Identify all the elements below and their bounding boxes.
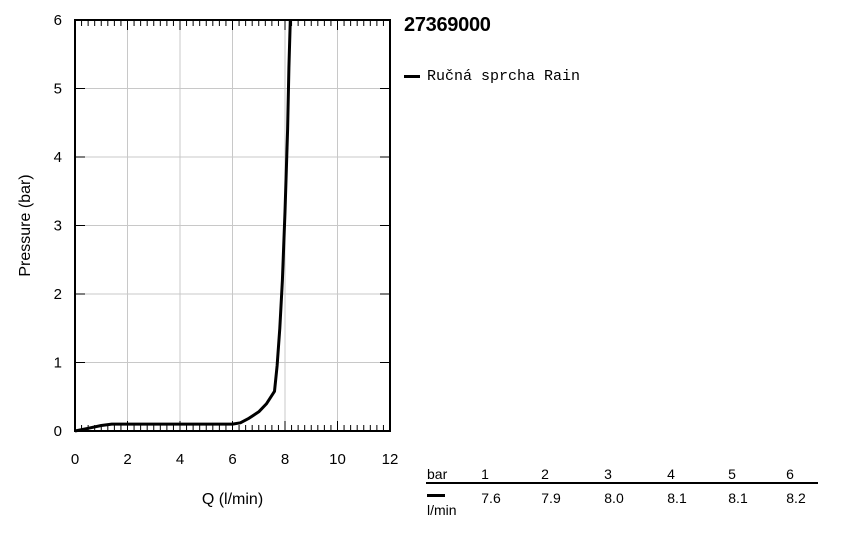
x-tick-label: 0 xyxy=(71,451,79,468)
chart-legend: Ručná sprcha Rain xyxy=(404,66,580,86)
flow-table-pressure-cell: 3 xyxy=(604,466,612,482)
chart-grid xyxy=(74,19,391,432)
flow-table-pressure-unit: bar xyxy=(427,466,448,482)
plot-frame xyxy=(74,19,391,432)
x-tick-label: 12 xyxy=(382,451,399,468)
flow-table-flow-cell: 7.6 xyxy=(481,490,501,506)
series-layer xyxy=(74,19,292,433)
y-tick-label: 2 xyxy=(54,286,62,303)
series-line xyxy=(74,19,292,433)
flow-table-pressure-cell: 4 xyxy=(667,466,675,482)
y-tick-label: 5 xyxy=(54,81,62,98)
y-tick-label: 0 xyxy=(54,423,62,440)
flow-rate-table: bar l/min 1 2 3 4 5 6 7.6 7.9 8.0 8.1 8.1 8.2 xyxy=(426,462,818,522)
y-tick-label: 1 xyxy=(54,355,62,372)
flow-table-pressure-cell: 5 xyxy=(728,466,736,482)
flow-table-flow-unit: l/min xyxy=(427,502,457,518)
x-tick-label: 8 xyxy=(281,451,289,468)
x-tick-label: 4 xyxy=(176,451,184,468)
flow-table-flow-cell: 8.1 xyxy=(667,490,687,506)
x-tick-label: 2 xyxy=(123,451,131,468)
y-axis-title: Pressure (bar) xyxy=(17,174,34,276)
legend-label: Ručná sprcha Rain xyxy=(427,67,581,85)
flow-table-flow-cell: 8.2 xyxy=(786,490,806,506)
flow-table-flow-cell: 7.9 xyxy=(541,490,561,506)
flow-table-flow-cell: 8.1 xyxy=(728,490,748,506)
x-tick-label: 10 xyxy=(329,451,346,468)
flow-table-flow-cell: 8.0 xyxy=(604,490,624,506)
flow-table-pressure-cell: 1 xyxy=(481,466,489,482)
flow-table-pressure-cell: 2 xyxy=(541,466,549,482)
legend-swatch xyxy=(404,74,420,78)
y-tick-label: 3 xyxy=(54,218,62,235)
flow-table-pressure-cell: 6 xyxy=(786,466,794,482)
y-tick-label: 4 xyxy=(54,149,62,166)
flow-table-series-swatch xyxy=(427,494,445,497)
x-axis-title: Q (l/min) xyxy=(202,491,263,508)
y-tick-label: 6 xyxy=(54,12,62,29)
flow-table-rule xyxy=(426,482,818,484)
product-code-title: 27369000 xyxy=(404,14,491,36)
x-tick-label: 6 xyxy=(228,451,236,468)
